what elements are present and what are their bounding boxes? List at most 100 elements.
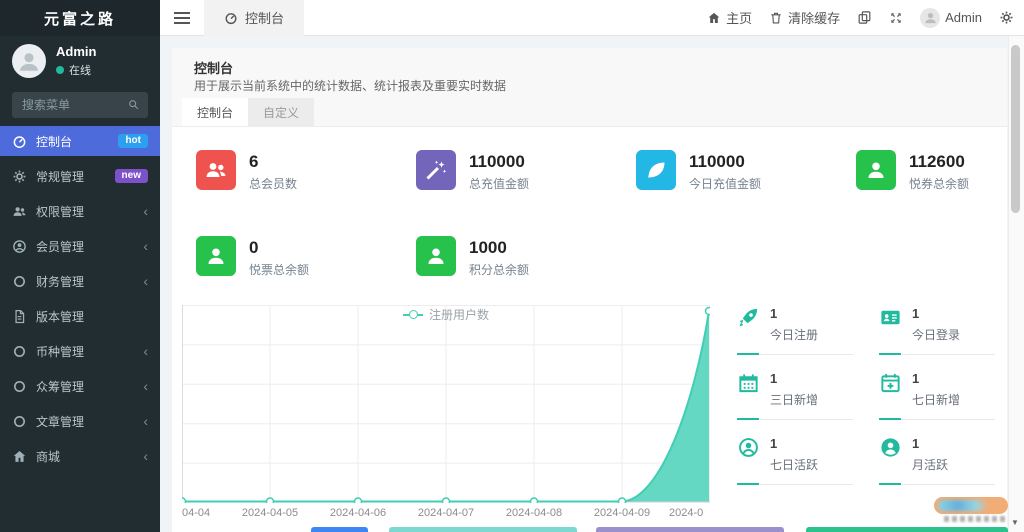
side-stat-7day-active: 1 七日活跃 [737,436,853,485]
stat-label: 今日充值金额 [689,177,762,191]
magic-wand-icon [416,150,456,190]
sidebar-toggle-button[interactable] [160,0,204,36]
side-stat-value: 1 [912,436,920,451]
tab-dashboard[interactable]: 控制台 [182,98,249,126]
stat-value: 1000 [469,238,507,257]
x-tick-label: 2024-04-09 [593,507,651,519]
clear-cache-button[interactable]: 清除缓存 [769,8,840,27]
search-icon[interactable] [127,98,140,111]
page-subtitle: 用于展示当前系统中的统计数据、统计报表及重要实时数据 [194,79,507,93]
user-menu[interactable]: Admin [920,7,982,28]
below-fold-button-edge[interactable] [389,527,577,532]
sidebar-item-general[interactable]: 常规管理 new [0,161,160,191]
app-logo[interactable]: 元富之路 [0,0,160,36]
topbar: 控制台 主页 清除缓存 Admin [160,0,1024,36]
side-stat-label: 今日登录 [912,328,961,342]
below-fold-button-edge[interactable] [311,527,368,532]
stat-value: 112600 [909,152,965,171]
circle-icon [12,344,27,359]
side-stat-value: 1 [770,371,778,386]
calendar-icon [737,371,760,394]
settings-button[interactable] [999,10,1014,25]
circle-icon [12,414,27,429]
user-name: Admin [56,44,97,59]
users-icon [196,150,236,190]
trash-icon [769,11,783,25]
user-icon [416,236,456,276]
sidebar-item-permissions[interactable]: 权限管理 ‹ [0,196,160,226]
below-fold-button-edge[interactable] [806,527,1008,532]
sidebar-menu: 控制台 hot 常规管理 new 权限管理 ‹ 会员管理 ‹ 财务管理 [0,126,160,471]
sidebar-item-label: 众筹管理 [36,379,85,394]
scrollbar-thumb[interactable] [1011,45,1020,213]
user-panel: Admin 在线 [0,36,160,86]
sidebar-item-label: 商城 [36,449,61,464]
stat-label: 悦券总余额 [909,177,970,191]
hot-badge: hot [118,134,148,148]
fullscreen-button[interactable] [889,11,903,25]
chevron-left-icon: ‹ [143,448,148,464]
sidebar-item-dashboard[interactable]: 控制台 hot [0,126,160,156]
registrations-chart[interactable]: 注册用户数 04-04 2024-04-05 2024-04-06 2024-0… [177,305,714,525]
side-stat-value: 1 [912,306,920,321]
watermark-text-blur [944,516,1008,522]
stat-ticket-balance: 0 悦票总余额 [196,236,309,278]
side-stat-value: 1 [770,306,778,321]
scrollbar-down-arrow[interactable]: ▼ [1011,518,1019,527]
online-status-dot [56,66,64,74]
sidebar-item-label: 版本管理 [36,309,85,324]
rocket-icon [737,306,760,329]
stat-total-members: 6 总会员数 [196,150,297,192]
sidebar-item-articles[interactable]: 文章管理 ‹ [0,406,160,436]
sidebar-item-finance[interactable]: 财务管理 ‹ [0,266,160,296]
menu-search [12,92,148,118]
sidebar-item-currency[interactable]: 币种管理 ‹ [0,336,160,366]
sidebar-item-label: 会员管理 [36,239,85,254]
side-stat-7day-new: 1 七日新增 [879,371,995,420]
id-card-icon [879,306,902,329]
sidebar-item-mall[interactable]: 商城 ‹ [0,441,160,471]
users-icon [12,204,27,219]
sidebar-item-crowdfunding[interactable]: 众筹管理 ‹ [0,371,160,401]
home-link[interactable]: 主页 [707,8,752,27]
chart-canvas [177,305,714,506]
topbar-tab-dashboard[interactable]: 控制台 [204,0,305,36]
tab-custom[interactable]: 自定义 [248,98,315,126]
side-stat-label: 月活跃 [912,458,949,472]
dashboard-panel: 控制台 用于展示当前系统中的统计数据、统计报表及重要实时数据 控制台 自定义 [172,48,1007,532]
topbar-username: Admin [945,10,982,25]
circle-icon [12,274,27,289]
user-disc-icon [879,436,902,459]
chevron-left-icon: ‹ [143,413,148,429]
dashboard-icon [12,134,27,149]
chart-legend[interactable]: 注册用户数 [182,306,710,323]
avatar[interactable] [12,44,46,78]
calendar-plus-icon [879,371,902,394]
chevron-left-icon: ‹ [143,273,148,289]
person-icon [923,10,938,25]
side-stat-label: 七日新增 [912,393,961,407]
side-stat-value: 1 [770,436,778,451]
sidebar-item-label: 财务管理 [36,274,85,289]
person-icon [16,48,42,74]
watermark [934,497,1008,514]
side-stat-label: 三日新增 [770,393,819,407]
panel-heading: 控制台 用于展示当前系统中的统计数据、统计报表及重要实时数据 控制台 自定义 [172,48,1007,127]
legend-marker [402,310,423,319]
leaf-icon [636,150,676,190]
search-input[interactable] [12,92,148,118]
chevron-left-icon: ‹ [143,238,148,254]
x-tick-label: 2024-04-08 [505,507,563,519]
stat-label: 总会员数 [249,177,298,191]
stat-value: 110000 [689,152,745,171]
clear-cache-label: 清除缓存 [788,11,841,26]
below-fold-button-edge[interactable] [596,527,784,532]
chevron-left-icon: ‹ [143,343,148,359]
clipboard-button[interactable] [857,10,872,25]
stat-points-balance: 1000 积分总余额 [416,236,529,278]
sidebar-item-version[interactable]: 版本管理 [0,301,160,331]
side-stat-label: 今日注册 [770,328,819,342]
sidebar-item-members[interactable]: 会员管理 ‹ [0,231,160,261]
series-area [182,311,709,502]
x-tick-label: 2024-04-05 [241,507,299,519]
